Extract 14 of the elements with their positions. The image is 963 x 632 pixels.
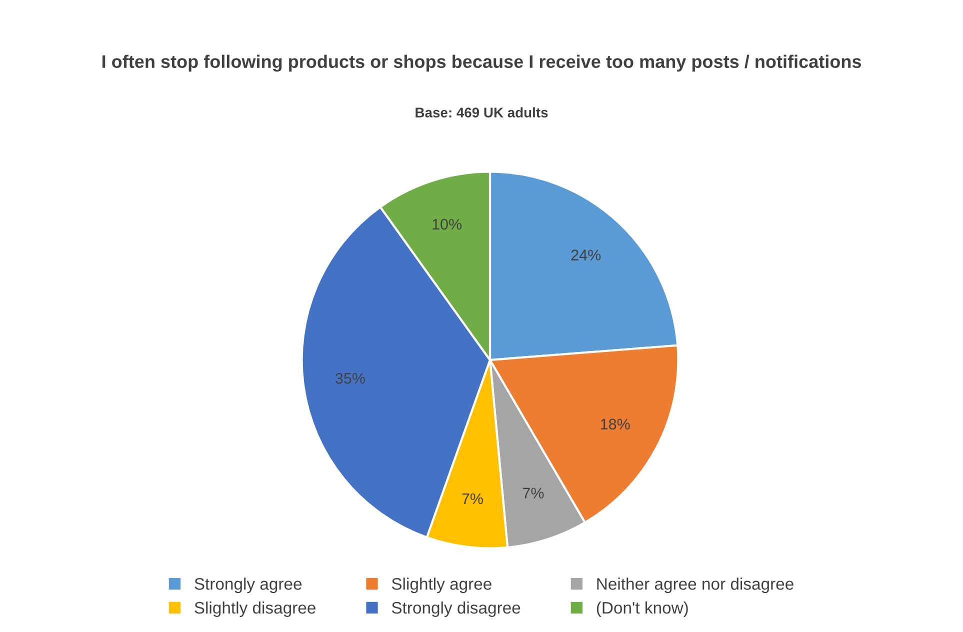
chart-subtitle: Base: 469 UK adults: [416, 107, 548, 118]
data-label: 7%: [462, 493, 483, 504]
data-label: 24%: [571, 250, 601, 260]
legend-label: Strongly disagree: [392, 601, 520, 617]
data-label: 18%: [600, 418, 630, 430]
chart-title: I often stop following products or shops because I receive too many posts / notifications: [102, 54, 862, 72]
legend-label: Slightly disagree: [194, 601, 316, 617]
legend-label: Strongly agree: [194, 578, 302, 594]
data-label: 35%: [336, 372, 365, 384]
legend-label: Slightly agree: [392, 578, 492, 594]
legend-label: (Don't know): [596, 601, 688, 617]
data-label: 10%: [432, 218, 462, 230]
data-label: 7%: [522, 488, 544, 498]
legend-label: Neither agree nor disagree: [597, 578, 794, 594]
